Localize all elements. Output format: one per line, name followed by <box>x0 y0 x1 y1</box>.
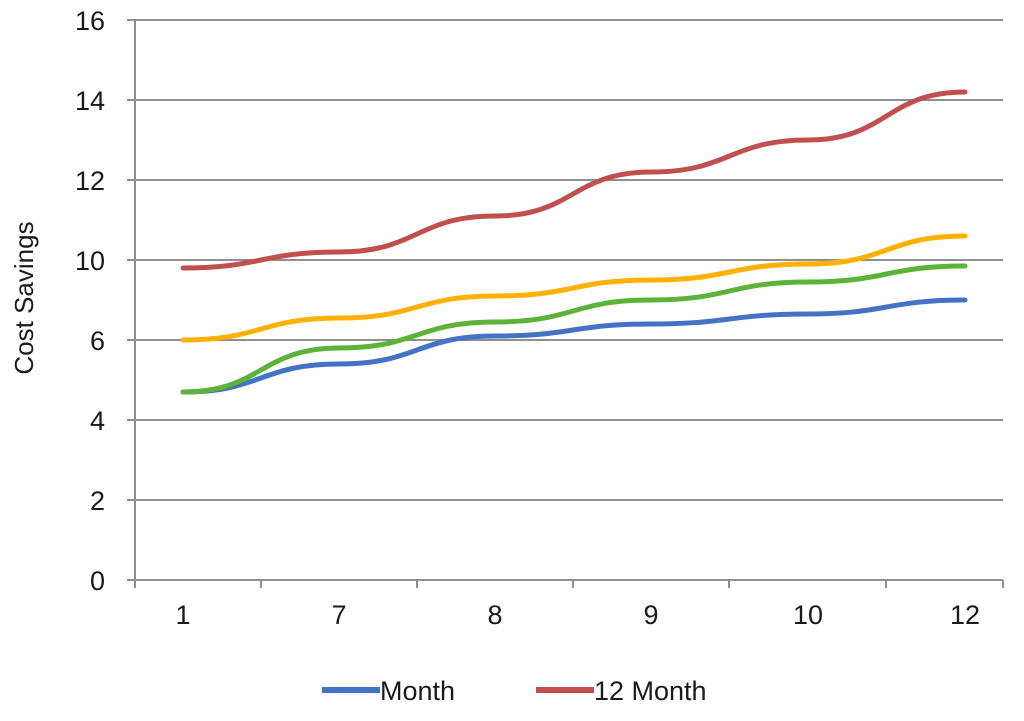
x-tick-label: 7 <box>331 600 346 630</box>
legend: Month 12 Month <box>322 676 707 706</box>
series-line-unnamed-2 <box>180 233 968 343</box>
y-tick-label: 14 <box>75 86 105 116</box>
x-tick-label: 10 <box>793 600 823 630</box>
axes <box>127 19 1004 588</box>
series-line-unnamed-3 <box>180 263 968 395</box>
series-line-12-month <box>180 89 968 271</box>
y-tick-label: 6 <box>90 326 105 356</box>
x-tick-label: 9 <box>643 600 658 630</box>
y-tick-labels: 0 2 4 6 10 12 14 16 <box>75 6 105 596</box>
y-tick-label: 12 <box>75 166 105 196</box>
series-line-month <box>180 297 968 395</box>
x-tick-label: 1 <box>175 600 190 630</box>
y-tick-label: 2 <box>90 486 105 516</box>
gridlines <box>135 19 1003 581</box>
y-axis-title: Cost Savings <box>9 221 39 374</box>
y-tick-label: 0 <box>90 566 105 596</box>
y-tick-label: 4 <box>90 406 105 436</box>
x-tick-label: 8 <box>487 600 502 630</box>
y-tick-label: 16 <box>75 6 105 36</box>
y-tick-label: 10 <box>75 246 105 276</box>
legend-label: Month <box>380 676 455 706</box>
series-lines <box>180 89 968 395</box>
legend-label: 12 Month <box>594 676 707 706</box>
x-tick-labels: 1 7 8 9 10 12 <box>175 600 980 630</box>
x-tick-label: 12 <box>950 600 980 630</box>
